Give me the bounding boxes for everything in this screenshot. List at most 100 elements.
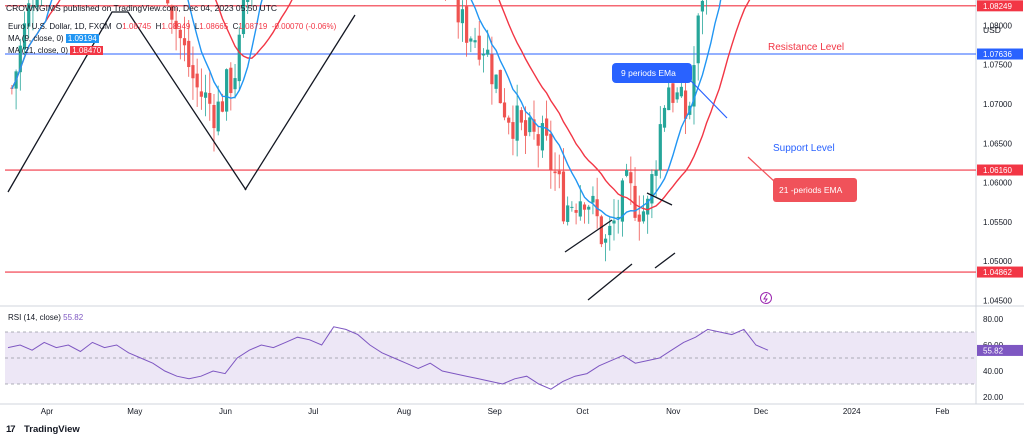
- candle: [498, 69, 502, 104]
- ma21-label: MA (21, close, 0): [8, 46, 69, 55]
- channel-line-lower: [587, 263, 633, 301]
- candle: [603, 238, 608, 243]
- candle: [561, 171, 566, 222]
- open-label: O: [116, 22, 123, 31]
- candle: [591, 195, 595, 203]
- candle: [191, 65, 195, 79]
- candle: [490, 54, 494, 85]
- price-tick-label: 1.06500: [983, 139, 1012, 148]
- trend-lines: [7, 11, 676, 301]
- level-price-tag: [977, 48, 1023, 60]
- rsi-value-tag-label: 55.82: [983, 346, 1004, 355]
- candle: [174, 20, 178, 30]
- ma21-legend[interactable]: MA (21, close, 0) 1.08470: [8, 46, 104, 55]
- candle: [182, 38, 187, 46]
- candles: [10, 0, 708, 262]
- ma9-legend[interactable]: MA (9, close, 0) 1.09194: [8, 34, 99, 43]
- ma21-line: [11, 0, 751, 211]
- ohlc-header: Euro / U.S. Dollar, 1D, FXCM O1.08745 H1…: [8, 22, 336, 31]
- price-tick-label: 1.08000: [983, 21, 1012, 30]
- ema9-callout-pointer: [689, 79, 728, 119]
- level-price-tag-label: 1.06160: [983, 166, 1012, 175]
- candle: [608, 225, 612, 236]
- candle: [456, 0, 460, 23]
- candle: [549, 133, 553, 170]
- candle: [225, 69, 229, 112]
- candle: [178, 29, 182, 39]
- candle: [683, 90, 688, 119]
- rsi-band: [5, 332, 976, 384]
- time-tick-label: Feb: [936, 407, 950, 416]
- price-tick-label: 1.05000: [983, 257, 1012, 266]
- candle: [199, 91, 203, 97]
- trend-line-m: [7, 11, 247, 193]
- high-label: H: [155, 22, 162, 31]
- time-tick-label: Sep: [488, 407, 503, 416]
- rsi-legend[interactable]: RSI (14, close) 55.82: [8, 313, 83, 322]
- candle: [477, 35, 481, 60]
- ema21-callout-text: 21 -periods EMA: [779, 185, 843, 195]
- candle: [208, 92, 212, 104]
- candle: [502, 102, 507, 118]
- tradingview-logo[interactable]: 17 TradingView: [6, 424, 80, 435]
- candle: [170, 5, 174, 20]
- flag-line-upper: [646, 192, 673, 206]
- trend-line-rally: [244, 14, 356, 191]
- flag-line-lower: [654, 252, 676, 269]
- price-axis[interactable]: 1.04500 1.05000 1.05500 1.06000 1.06500 1.070…: [940, 0, 1023, 306]
- rsi-tick-label: 20.00: [983, 393, 1004, 402]
- brand-name: TradingView: [24, 424, 80, 435]
- candle: [637, 214, 641, 222]
- price-tick-label: 1.04500: [983, 297, 1012, 306]
- close-value: 1.08719: [238, 22, 268, 31]
- candle: [692, 65, 696, 107]
- candle: [460, 9, 465, 24]
- candle: [246, 0, 250, 2]
- candle: [599, 216, 603, 245]
- ma21-value: 1.08470: [70, 46, 104, 55]
- candle: [212, 105, 216, 129]
- candle: [465, 6, 469, 43]
- candle: [553, 171, 557, 174]
- candle: [31, 6, 35, 8]
- candle: [667, 87, 671, 111]
- candle: [187, 40, 191, 68]
- candle: [557, 170, 561, 175]
- candle: [519, 110, 523, 123]
- candle: [494, 74, 498, 89]
- resistance-level-label: Resistance Level: [768, 42, 844, 53]
- candle: [662, 107, 667, 128]
- price-tick-label: 1.07500: [983, 61, 1012, 70]
- candle: [195, 73, 199, 88]
- time-axis[interactable]: Apr May Jun Jul Aug Sep Oct Nov Dec 2024 Feb: [41, 407, 950, 416]
- time-tick-label: Aug: [397, 407, 411, 416]
- candle: [650, 174, 654, 204]
- ema21-callout-pointer: [747, 156, 776, 183]
- candle: [654, 170, 658, 176]
- level-price-tag: [977, 266, 1023, 278]
- candle: [511, 122, 515, 139]
- high-value: 1.08949: [161, 22, 191, 31]
- candle: [528, 117, 532, 133]
- candle: [233, 78, 237, 90]
- price-tick-label: 1.07000: [983, 100, 1012, 109]
- time-tick-label: Dec: [754, 407, 768, 416]
- horizontal-levels: [5, 5, 976, 273]
- lightning-icon: [763, 293, 768, 303]
- ma9-value: 1.09194: [65, 34, 99, 43]
- close-label: C: [232, 22, 239, 31]
- candle: [700, 0, 705, 12]
- support-level-label: Support Level: [773, 143, 835, 154]
- tradingview-mark-icon: 17: [6, 424, 16, 435]
- currency-label[interactable]: USD: [983, 25, 1001, 35]
- candle: [469, 38, 473, 42]
- time-tick-label: Jun: [219, 407, 232, 416]
- candle: [587, 206, 591, 210]
- candle: [216, 101, 220, 132]
- candle: [515, 105, 519, 141]
- open-value: 1.08745: [122, 22, 152, 31]
- candle: [18, 45, 22, 73]
- ema9-callout-text: 9 periods EMa: [621, 68, 676, 78]
- symbol-title[interactable]: Euro / U.S. Dollar, 1D, FXCM: [8, 22, 112, 31]
